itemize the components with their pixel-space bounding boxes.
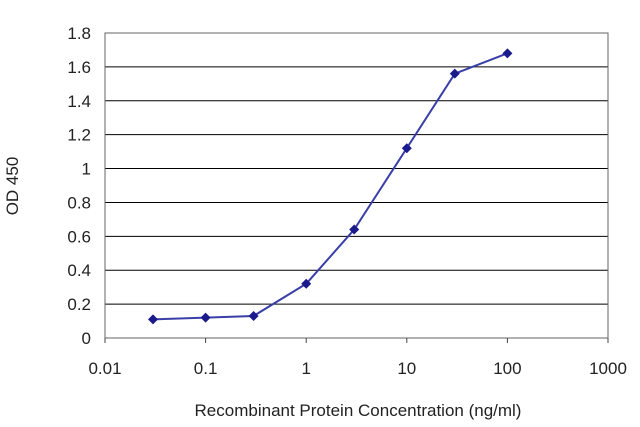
data-point-marker xyxy=(401,143,412,154)
x-axis-tick-labels: 0.01 0.1 1 10 100 1000 xyxy=(88,338,627,378)
data-point-marker xyxy=(200,312,211,323)
x-tick-label: 0.01 xyxy=(88,359,121,378)
plot-area-frame xyxy=(104,32,609,339)
x-tick-label: 10 xyxy=(397,359,416,378)
x-axis-title: Recombinant Protein Concentration (ng/ml… xyxy=(195,401,522,420)
data-point-marker xyxy=(449,68,460,79)
y-tick-label: 1.8 xyxy=(67,24,91,43)
x-tick-label: 0.1 xyxy=(194,359,218,378)
data-point-marker xyxy=(349,224,360,235)
data-point-marker xyxy=(502,48,513,59)
x-tick-label: 1 xyxy=(301,359,310,378)
series-line xyxy=(152,52,508,321)
data-point-marker xyxy=(147,314,158,325)
y-axis-title: OD 450 xyxy=(3,157,22,216)
y-tick-label: 0.6 xyxy=(67,227,91,246)
y-tick-label: 0.4 xyxy=(67,261,91,280)
x-tick-label: 1000 xyxy=(589,359,627,378)
y-tick-label: 1 xyxy=(82,160,91,179)
y-tick-label: 0 xyxy=(82,329,91,348)
x-tick-label: 100 xyxy=(493,359,521,378)
y-axis-tick-labels: 0 0.2 0.4 0.6 0.8 1 1.2 1.4 1.6 1.8 xyxy=(67,24,91,348)
y-tick-label: 0.2 xyxy=(67,295,91,314)
y-tick-label: 1.4 xyxy=(67,92,91,111)
series-group xyxy=(147,48,513,325)
y-tick-label: 1.2 xyxy=(67,126,91,145)
data-point-marker xyxy=(301,278,312,289)
y-tick-label: 1.6 xyxy=(67,58,91,77)
grid-lines xyxy=(105,66,608,305)
y-tick-label: 0.8 xyxy=(67,193,91,212)
data-point-marker xyxy=(248,310,259,321)
